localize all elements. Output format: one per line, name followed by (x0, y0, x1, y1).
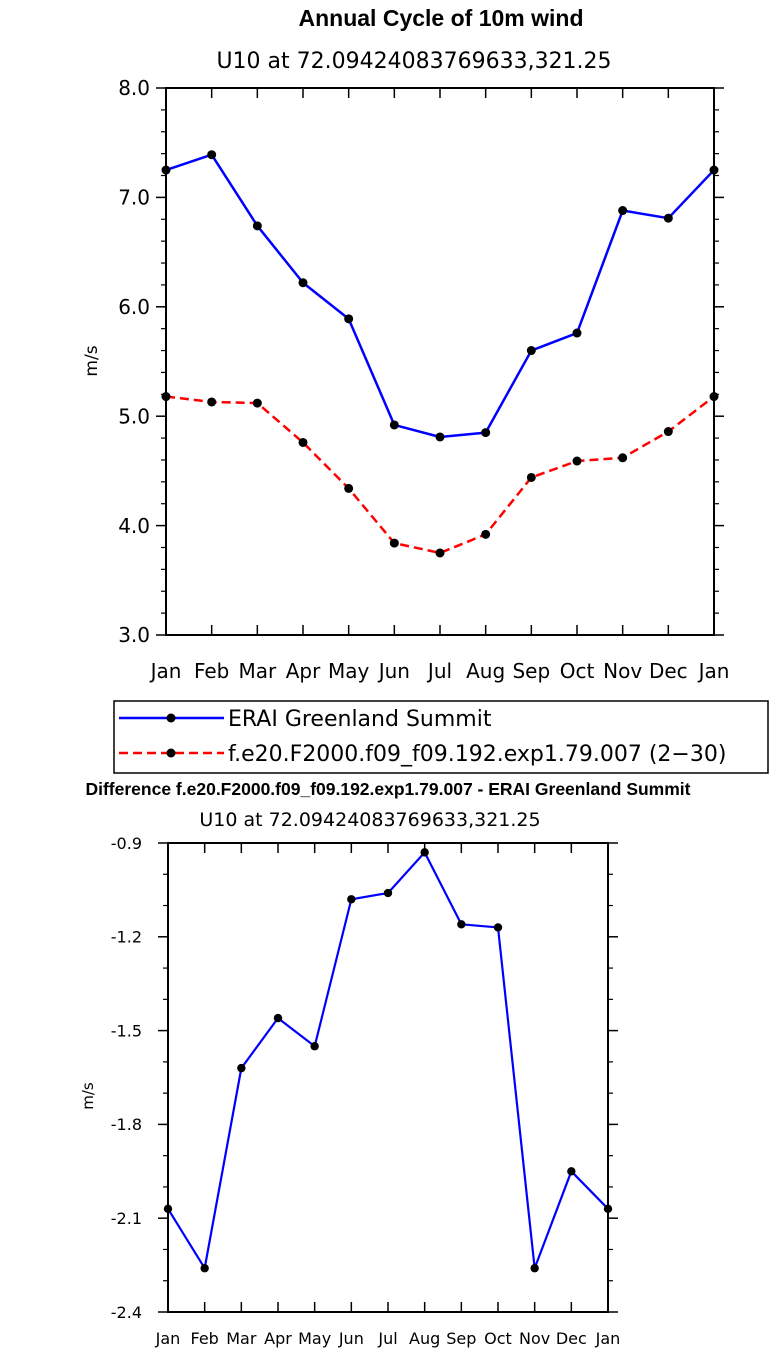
x-tick-label: May (328, 659, 370, 683)
x-tick-label: Feb (194, 659, 229, 683)
data-point (310, 1042, 319, 1051)
x-tick-label: Jan (149, 659, 182, 683)
chart2-subtitle: U10 at 72.09424083769633,321.25 (199, 809, 540, 831)
y-tick-label: -2.1 (111, 1209, 142, 1228)
data-point (389, 538, 399, 548)
data-point (481, 428, 491, 438)
y-tick-label: 8.0 (118, 76, 150, 100)
legend-marker-model (166, 748, 176, 758)
chart1-plot-frame (165, 87, 715, 636)
x-tick-label: Jul (426, 659, 452, 683)
data-point (273, 1013, 283, 1023)
data-point (526, 472, 536, 482)
data-point (200, 1264, 209, 1273)
x-tick-label: Feb (191, 1329, 219, 1348)
data-point (618, 453, 628, 463)
data-point (618, 206, 628, 216)
x-tick-label: Jun (338, 1329, 364, 1348)
chart1-subtitle: U10 at 72.09424083769633,321.25 (216, 49, 611, 74)
chart2-x-tick-labels: Jan Feb Mar Apr May Jun Jul Aug Sep Oct Nov Dec Jan (155, 1329, 621, 1348)
chart1-legend: ERAI Greenland Summit f.e20.F2000.f09_f0… (113, 700, 769, 774)
data-point (435, 548, 445, 558)
data-point (344, 314, 354, 324)
x-tick-label: Aug (409, 1329, 440, 1348)
data-point (298, 278, 308, 288)
chart2-series (163, 848, 613, 1273)
x-tick-label: Nov (519, 1329, 550, 1348)
data-point (207, 397, 217, 407)
data-point (347, 895, 356, 904)
x-tick-label: Jun (377, 659, 410, 683)
chart1-ticks (156, 87, 724, 636)
chart2-y-tick-labels: -2.4 -2.1 -1.8 -1.5 -1.2 -0.9 (111, 834, 142, 1322)
x-tick-label: Aug (466, 659, 505, 683)
y-tick-label: -1.2 (111, 928, 142, 947)
chart-difference: Difference f.e20.F2000.f09_f09.192.exp1.… (79, 779, 691, 1348)
x-tick-label: Jan (595, 1329, 621, 1348)
y-tick-label: 3.0 (118, 623, 150, 647)
data-point (252, 221, 262, 231)
data-point (383, 888, 393, 898)
data-point (663, 427, 673, 437)
data-point (572, 456, 582, 466)
x-tick-label: Oct (484, 1329, 512, 1348)
data-point (663, 213, 673, 223)
legend-marker-erai (166, 713, 176, 723)
data-point (457, 920, 466, 929)
data-point (435, 432, 445, 442)
chart2-title: Difference f.e20.F2000.f09_f09.192.exp1.… (85, 779, 690, 799)
data-point (481, 529, 491, 539)
y-tick-label: 7.0 (118, 186, 150, 210)
data-point (420, 848, 429, 857)
chart-annual-cycle: Annual Cycle of 10m wind U10 at 72.09424… (82, 5, 769, 774)
data-point (344, 483, 354, 493)
y-tick-label: 4.0 (118, 514, 150, 538)
y-tick-label: -1.5 (111, 1021, 142, 1040)
x-tick-label: Sep (512, 659, 550, 683)
chart1-y-tick-labels: 3.0 4.0 5.0 6.0 7.0 8.0 (118, 76, 150, 647)
chart2-ylabel: m/s (79, 1082, 97, 1110)
x-tick-label: Apr (286, 659, 321, 683)
data-point (526, 346, 536, 356)
y-tick-label: -2.4 (111, 1303, 142, 1322)
x-tick-label: May (298, 1329, 331, 1348)
data-point (252, 398, 262, 408)
data-point (389, 420, 399, 430)
series-line-0 (167, 851, 609, 1270)
y-tick-label: -1.8 (111, 1115, 142, 1134)
x-tick-label: Nov (603, 659, 642, 683)
chart1-series (161, 150, 719, 558)
y-tick-label: 6.0 (118, 295, 150, 319)
data-point (237, 1063, 246, 1073)
series-line-0 (165, 153, 715, 439)
x-tick-label: Dec (556, 1329, 587, 1348)
chart2-plot-frame (167, 842, 609, 1313)
x-tick-label: Sep (446, 1329, 476, 1348)
chart1-ylabel: m/s (82, 345, 102, 376)
series-line-1 (165, 395, 715, 555)
legend-label-model: f.e20.F2000.f09_f09.192.exp1.79.007 (2−3… (228, 742, 726, 767)
legend-label-erai: ERAI Greenland Summit (228, 707, 492, 732)
x-tick-label: Oct (560, 659, 595, 683)
data-point (530, 1264, 539, 1273)
data-point (493, 923, 503, 932)
data-point (572, 328, 582, 338)
legend-box (113, 700, 769, 774)
data-point (298, 437, 308, 447)
x-tick-label: Jul (377, 1329, 397, 1348)
x-tick-label: Mar (238, 659, 277, 683)
x-tick-label: Jan (697, 659, 730, 683)
x-tick-label: Dec (649, 659, 688, 683)
y-tick-label: 5.0 (118, 404, 150, 428)
y-tick-label: -0.9 (111, 834, 142, 853)
x-tick-label: Jan (155, 1329, 181, 1348)
chart2-ticks (158, 842, 618, 1313)
data-point (207, 150, 217, 160)
chart1-title: Annual Cycle of 10m wind (299, 5, 584, 31)
x-tick-label: Apr (264, 1329, 292, 1348)
x-tick-label: Mar (226, 1329, 257, 1348)
data-point (567, 1167, 576, 1176)
chart1-x-tick-labels: Jan Feb Mar Apr May Jun Jul Aug Sep Oct Nov Dec Jan (149, 659, 730, 683)
